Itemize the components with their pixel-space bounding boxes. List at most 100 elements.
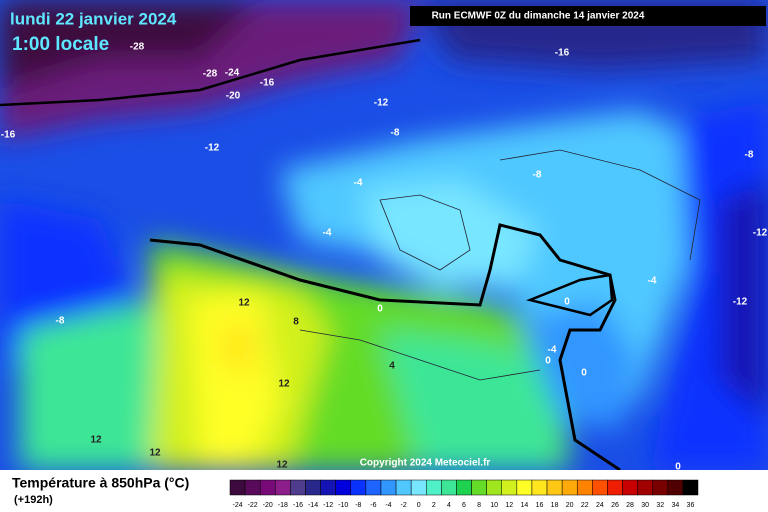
scale-label: 20 [566,502,574,509]
contour-label: 12 [276,460,288,471]
color-swatch [305,479,321,496]
color-swatch [516,479,533,496]
contour-label: -12 [205,143,220,154]
color-swatch [501,479,518,496]
contour-label: -28 [203,69,218,80]
color-swatch [576,479,593,496]
contour-label: -8 [56,316,65,327]
scale-label: 2 [432,502,436,509]
scale-label: 32 [656,502,664,509]
color-swatch [410,479,427,496]
color-swatch [335,479,352,496]
color-swatch [441,479,457,496]
contour-label: 12 [238,298,250,309]
scale-label: 36 [687,502,695,509]
color-swatch [426,479,442,496]
color-swatch [486,479,502,496]
color-swatch [592,479,608,496]
contour-label: -12 [753,228,768,239]
scale-label: -24 [232,502,242,509]
contour-label: 12 [149,448,161,459]
contour-label: -8 [745,150,754,161]
contour-label: -4 [648,276,657,287]
color-swatch [456,479,472,496]
color-swatch [652,479,669,496]
color-swatch [244,479,261,496]
color-swatch [320,479,336,496]
contour-label: -4 [323,228,332,239]
contour-label: -16 [555,48,570,59]
color-swatch [607,479,623,496]
contour-label: -12 [733,297,748,308]
scale-label: 16 [536,502,544,509]
scale-label: 18 [551,502,559,509]
scale-label: 22 [581,502,589,509]
contour-label: -20 [226,91,241,102]
color-swatch [395,479,412,496]
contour-label: -4 [548,345,557,356]
color-swatch [380,479,397,496]
contour-label: 0 [564,297,570,308]
scale-label: 4 [447,502,451,509]
scale-label: -14 [308,502,318,509]
run-box [410,6,766,26]
color-swatch [275,479,291,496]
contour-label: 0 [581,368,587,379]
color-swatch [229,479,246,496]
scale-label: -18 [278,502,288,509]
color-swatch [531,479,548,496]
run-info: Run ECMWF 0Z du dimanche 14 janvier 2024 [432,11,645,22]
date-title: lundi 22 janvier 2024 [10,9,177,28]
color-swatch [622,479,638,496]
color-swatch [365,479,382,496]
contour-label: 0 [545,356,551,367]
color-swatch [637,479,653,496]
temperature-field [0,0,768,470]
color-swatch [682,479,699,496]
contour-label: -16 [260,78,275,89]
legend-title: Température à 850hPa (°C) [12,475,189,491]
color-swatch [546,479,563,496]
scale-label: 14 [520,502,528,509]
contour-label: 8 [293,317,299,328]
scale-label: -22 [248,502,258,509]
contour-label: 4 [389,361,395,372]
color-swatch [350,479,367,496]
scale-label: -6 [370,502,376,509]
lead-time: (+192h) [14,494,53,506]
scale-label: 0 [417,502,421,509]
scale-label: -10 [338,502,348,509]
contour-label: 0 [675,462,681,473]
contour-label: 12 [278,379,290,390]
contour-label: -8 [533,170,542,181]
scale-label: -8 [355,502,361,509]
scale-label: -20 [263,502,273,509]
scale-label: -4 [385,502,391,509]
color-swatch [667,479,684,496]
contour-label: -28 [130,42,145,53]
scale-label: 10 [490,502,498,509]
scale-label: 8 [477,502,481,509]
color-swatch [290,479,306,496]
scale-label: -2 [400,502,406,509]
color-swatch [561,479,578,496]
scale-label: 26 [611,502,619,509]
contour-label: 0 [377,304,383,315]
contour-label: -8 [391,128,400,139]
color-swatch [259,479,276,496]
color-swatch [471,479,487,496]
scale-label: 24 [596,502,604,509]
scale-label: -12 [323,502,333,509]
contour-label: -24 [225,68,240,79]
contour-label: -16 [1,130,16,141]
scale-label: 30 [641,502,649,509]
scale-label: 34 [671,502,679,509]
contour-label: -12 [374,98,389,109]
copyright: Copyright 2024 Meteociel.fr [360,458,491,469]
scale-label: 12 [505,502,513,509]
contour-label: -4 [354,178,363,189]
scale-label: 28 [626,502,634,509]
scale-label: 6 [462,502,466,509]
contour-label: 12 [90,435,102,446]
